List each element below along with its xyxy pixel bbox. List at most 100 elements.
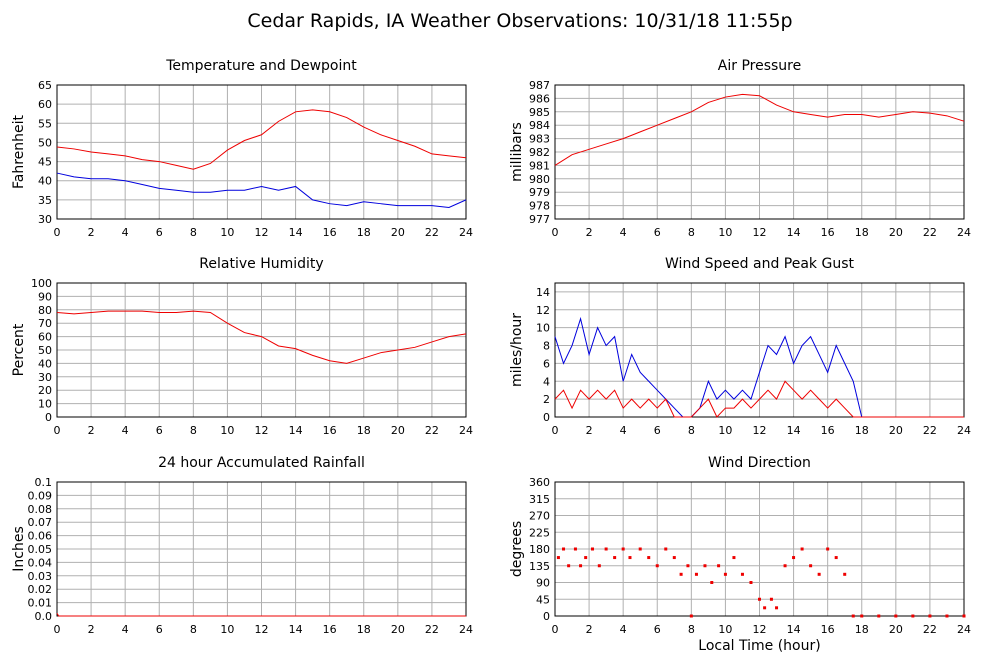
x-tick-label: 0: [54, 424, 61, 437]
y-tick-label: 0.06: [28, 530, 53, 543]
data-point: [843, 572, 847, 576]
y-tick-label: 270: [529, 510, 550, 523]
data-point: [590, 547, 594, 551]
x-tick-label: 4: [122, 226, 129, 239]
y-tick-label: 0: [543, 610, 550, 623]
y-tick-label: 10: [38, 398, 52, 411]
y-tick-label: 978: [529, 200, 550, 213]
y-tick-label: 0.09: [28, 489, 53, 502]
y-tick-label: 0: [45, 411, 52, 424]
x-tick-label: 22: [425, 623, 439, 636]
y-tick-label: 360: [529, 476, 550, 489]
y-tick-label: 65: [38, 79, 52, 92]
data-point: [851, 614, 855, 618]
page-title: Cedar Rapids, IA Weather Observations: 1…: [247, 10, 792, 32]
y-tick-label: 982: [529, 146, 550, 159]
x-tick-label: 12: [753, 623, 767, 636]
x-tick-label: 10: [220, 424, 234, 437]
data-point: [584, 556, 588, 560]
x-tick-label: 6: [156, 623, 163, 636]
data-point: [962, 614, 966, 618]
x-tick-label: 8: [190, 424, 197, 437]
y-tick-label: 987: [529, 79, 550, 92]
x-tick-label: 16: [323, 226, 337, 239]
x-tick-label: 10: [718, 623, 732, 636]
x-tick-label: 6: [156, 226, 163, 239]
chart-title: Wind Speed and Peak Gust: [665, 256, 854, 272]
y-tick-label: 0.0: [35, 610, 53, 623]
data-point: [703, 564, 707, 568]
y-tick-label: 4: [543, 375, 550, 388]
plot-frame: [554, 282, 965, 418]
x-tick-label: 8: [688, 424, 695, 437]
y-tick-label: 0: [543, 411, 550, 424]
y-tick-label: 12: [536, 304, 550, 317]
data-point: [758, 597, 761, 601]
x-tick-label: 18: [855, 226, 869, 239]
x-tick-label: 2: [586, 226, 593, 239]
x-tick-label: 6: [654, 226, 661, 239]
data-point: [710, 581, 714, 584]
y-tick-label: 35: [38, 194, 52, 207]
x-tick-label: 10: [220, 226, 234, 239]
y-axis-label: degrees: [509, 521, 525, 577]
x-tick-label: 22: [923, 623, 937, 636]
chart-title: Wind Direction: [708, 455, 811, 471]
plot-frame: [56, 282, 467, 418]
x-tick-label: 14: [289, 226, 303, 239]
data-point: [826, 547, 830, 551]
x-tick-label: 20: [889, 424, 903, 437]
y-tick-label: 80: [38, 304, 52, 317]
y-tick-label: 315: [529, 493, 550, 506]
y-tick-label: 30: [38, 371, 52, 384]
data-point: [783, 564, 787, 568]
x-tick-label: 2: [586, 623, 593, 636]
data-point: [769, 597, 773, 601]
y-tick-label: 0.1: [35, 476, 53, 489]
y-tick-label: 6: [543, 357, 550, 370]
x-tick-label: 6: [654, 623, 661, 636]
x-tick-label: 6: [654, 424, 661, 437]
x-tick-label: 8: [190, 623, 197, 636]
x-tick-label: 4: [620, 226, 627, 239]
x-tick-label: 18: [855, 623, 869, 636]
x-tick-label: 8: [190, 226, 197, 239]
chart-title: Temperature and Dewpoint: [165, 58, 357, 74]
x-tick-label: 6: [156, 424, 163, 437]
chart-title: 24 hour Accumulated Rainfall: [158, 455, 365, 471]
x-tick-label: 0: [54, 623, 61, 636]
data-point: [567, 564, 571, 568]
x-tick-label: 20: [889, 623, 903, 636]
y-axis-label: Inches: [11, 526, 27, 571]
y-tick-label: 40: [38, 175, 52, 188]
data-point: [723, 572, 727, 576]
data-point: [613, 556, 617, 560]
data-point: [860, 614, 864, 618]
y-tick-label: 981: [529, 159, 550, 172]
x-tick-label: 18: [855, 424, 869, 437]
y-tick-label: 90: [536, 577, 550, 590]
x-tick-label: 14: [787, 623, 801, 636]
y-tick-label: 70: [38, 317, 52, 330]
data-point: [740, 572, 744, 576]
data-point: [732, 556, 736, 560]
x-tick-label: 12: [753, 226, 767, 239]
x-tick-label: 22: [425, 226, 439, 239]
y-tick-label: 45: [38, 156, 52, 169]
x-tick-label: 24: [459, 623, 473, 636]
y-tick-label: 55: [38, 117, 52, 130]
x-tick-label: 2: [88, 424, 95, 437]
chart-title: Air Pressure: [718, 58, 801, 74]
data-point: [911, 614, 915, 618]
y-axis-label: miles/hour: [509, 313, 525, 387]
x-tick-label: 4: [620, 424, 627, 437]
y-tick-label: 90: [38, 290, 52, 303]
x-tick-label: 0: [552, 226, 559, 239]
x-tick-label: 18: [357, 623, 371, 636]
x-tick-label: 14: [289, 623, 303, 636]
y-axis-label: millibars: [509, 122, 525, 182]
x-tick-label: 22: [923, 424, 937, 437]
x-tick-label: 8: [688, 623, 695, 636]
x-tick-label: 16: [821, 226, 835, 239]
data-point: [749, 581, 753, 584]
